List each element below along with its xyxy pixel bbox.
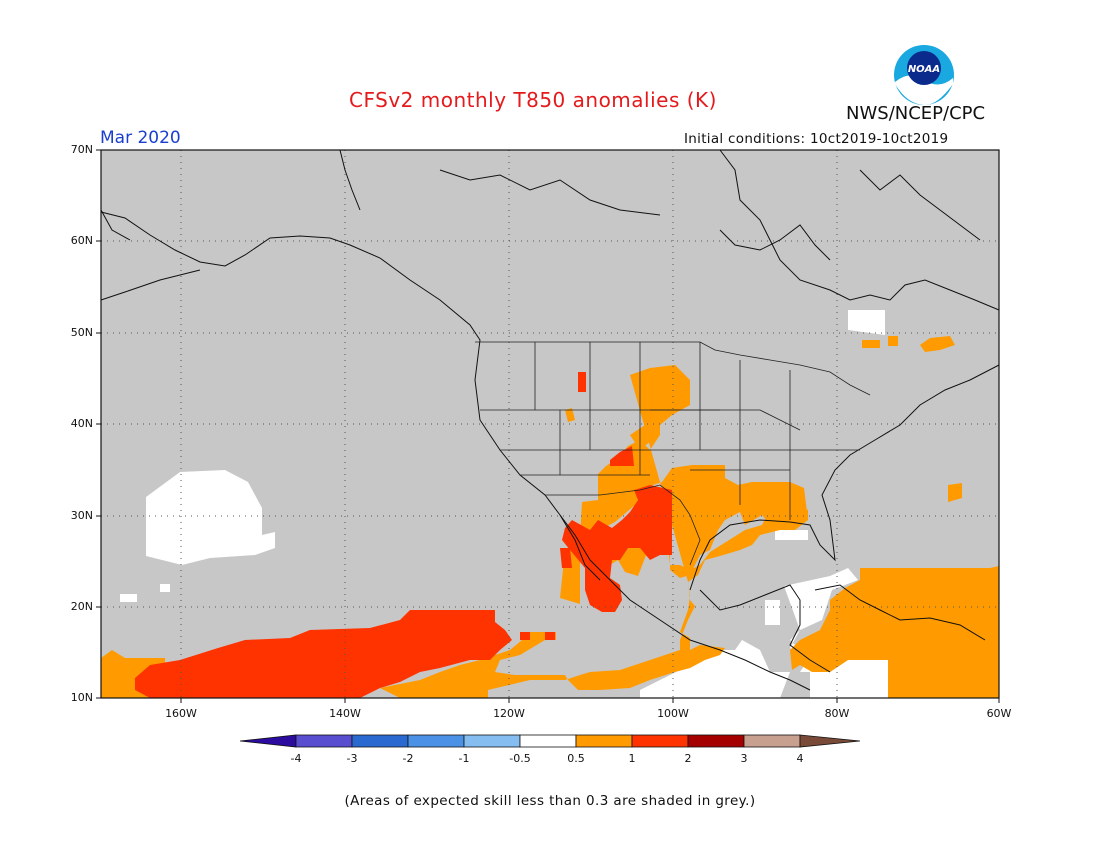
colorbar-tick: -3 xyxy=(346,752,358,765)
colorbar-bin xyxy=(351,734,409,748)
colorbar xyxy=(239,734,861,748)
white-skill-patches xyxy=(120,310,888,698)
lon-label-120w: 120W xyxy=(493,707,525,720)
skill-note: (Areas of expected skill less than 0.3 a… xyxy=(344,793,756,809)
forecast-month: Mar 2020 xyxy=(100,128,181,148)
colorbar-bin xyxy=(519,734,577,748)
colorbar-bin xyxy=(407,734,465,748)
gridlines xyxy=(101,150,999,698)
noaa-logo-text: NOAA xyxy=(908,64,940,75)
colorbar-tick: 1 xyxy=(628,752,636,765)
colorbar-low-triangle xyxy=(239,734,297,748)
colorbar-tick: 2 xyxy=(684,752,692,765)
lat-label-70n: 70N xyxy=(70,143,93,156)
colorbar-bin xyxy=(463,734,521,748)
lon-label-80w: 80W xyxy=(824,707,850,720)
colorbar-high-triangle xyxy=(799,734,861,748)
political-borders xyxy=(475,341,871,566)
lat-label-20n: 20N xyxy=(70,600,93,613)
colorbar-tick: 3 xyxy=(740,752,748,765)
lon-label-100w: 100W xyxy=(657,707,689,720)
red-strong-warm-anomalies xyxy=(135,372,672,698)
initial-conditions: Initial conditions: 10ct2019-10ct2019 xyxy=(684,131,949,147)
colorbar-tick: -1 xyxy=(458,752,470,765)
noaa-logo-icon: NOAA xyxy=(893,44,955,106)
lon-label-60w: 60W xyxy=(986,707,1012,720)
lat-label-30n: 30N xyxy=(70,509,93,522)
lon-label-160w: 160W xyxy=(165,707,197,720)
colorbar-bin xyxy=(743,734,801,748)
lat-label-50n: 50N xyxy=(70,326,93,339)
lat-label-40n: 40N xyxy=(70,417,93,430)
colorbar-tick: -4 xyxy=(290,752,302,765)
colorbar-tick: 4 xyxy=(796,752,804,765)
colorbar-tick: -0.5 xyxy=(509,752,531,765)
map-title: CFSv2 monthly T850 anomalies (K) xyxy=(349,88,717,112)
lon-label-140w: 140W xyxy=(329,707,361,720)
colorbar-bin xyxy=(295,734,353,748)
colorbar-bin xyxy=(575,734,633,748)
axis-ticks xyxy=(96,149,1000,703)
colorbar-bin xyxy=(631,734,689,748)
coastlines xyxy=(100,149,1000,691)
colorbar-bin xyxy=(687,734,745,748)
org-label: NWS/NCEP/CPC xyxy=(846,103,986,124)
colorbar-tick: -2 xyxy=(402,752,414,765)
colorbar-tick: 0.5 xyxy=(567,752,585,765)
lat-label-10n: 10N xyxy=(70,691,93,704)
lat-label-60n: 60N xyxy=(70,234,93,247)
